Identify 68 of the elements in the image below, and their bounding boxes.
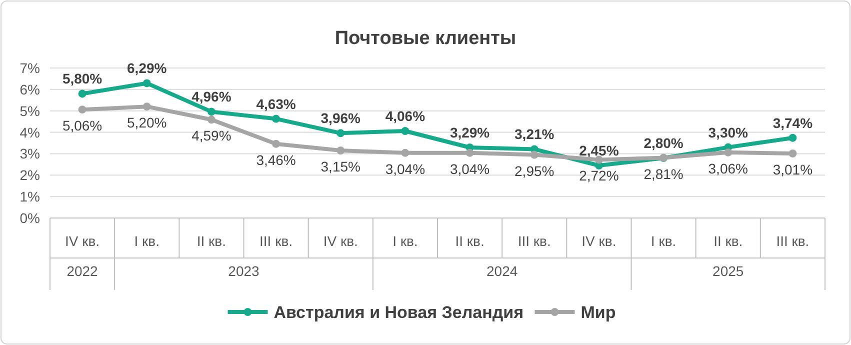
data-label: 5,06% (62, 118, 102, 134)
x-tick-label: IV кв. (65, 233, 100, 249)
y-tick-label: 1% (20, 188, 40, 205)
data-label: 3,01% (772, 162, 813, 178)
x-tick-label: II кв. (196, 233, 226, 249)
x-tick-label: III кв. (518, 233, 551, 249)
point (466, 148, 474, 157)
point (401, 127, 410, 135)
data-label: 2,95% (514, 162, 554, 179)
data-label: 2,45% (579, 142, 620, 158)
text: 2023 (228, 263, 260, 279)
point (207, 108, 216, 116)
data-label: 3,21% (514, 126, 555, 142)
x-tick-label: IV кв. (323, 233, 358, 249)
data-label: 2,80% (644, 135, 684, 151)
data-label: 3,96% (320, 110, 362, 126)
data-label: 3,06% (708, 160, 748, 176)
data-label: 4,63% (256, 96, 296, 112)
x-tick-label: III кв. (260, 233, 293, 249)
point (336, 146, 345, 154)
x-tick-label: III кв. (776, 233, 810, 249)
y-tick-label: 3% (20, 146, 40, 162)
x-tick-label: IV кв. (582, 233, 616, 249)
data-label: 4,96% (192, 88, 232, 105)
x-tick-label: I кв. (650, 233, 676, 249)
point (788, 134, 797, 142)
x-tick-label: I кв. (392, 233, 418, 249)
data-label: 3,29% (450, 124, 490, 140)
y-tick-label: 7% (20, 60, 40, 76)
x-tick-label: I кв. (134, 233, 160, 249)
data-label: 4,06% (385, 108, 426, 124)
data-label: 5,80% (62, 70, 103, 87)
data-label: 2,81% (644, 166, 684, 182)
data-label: 3,74% (772, 114, 814, 131)
point (78, 90, 86, 98)
x-tick-label: II кв. (455, 233, 484, 249)
y-tick-label: 0% (20, 210, 40, 226)
legend-label: Австралия и Новая Зеландия (274, 303, 524, 322)
x-tick-label: II кв. (714, 233, 743, 249)
point (272, 114, 280, 123)
data-label: 5,20% (127, 114, 167, 131)
data-label: 2,72% (579, 168, 619, 184)
data-label: 3,46% (256, 152, 296, 168)
point (788, 150, 797, 158)
data-label: 3,04% (450, 160, 490, 177)
point (724, 148, 732, 156)
data-label: 3,04% (385, 160, 426, 177)
point (401, 148, 410, 157)
point (142, 102, 151, 111)
point (207, 116, 216, 124)
data-label: 4,59% (192, 128, 232, 144)
y-tick-label: 5% (20, 102, 40, 119)
data-label: 3,30% (708, 124, 749, 140)
point (272, 140, 280, 148)
y-tick-label: 2% (20, 167, 40, 184)
text: 2024 (486, 263, 518, 279)
y-tick-label: 4% (20, 124, 40, 140)
text: 2025 (712, 263, 744, 279)
point (142, 79, 151, 88)
point (530, 150, 538, 159)
point (78, 106, 86, 114)
text: 2022 (66, 263, 98, 279)
chart-title: Почтовые клиенты (334, 28, 516, 49)
data-label: 6,29% (127, 60, 168, 76)
point (336, 129, 345, 138)
legend-label: Мир (580, 303, 616, 322)
y-tick-label: 6% (20, 81, 40, 98)
data-label: 3,15% (320, 158, 360, 174)
